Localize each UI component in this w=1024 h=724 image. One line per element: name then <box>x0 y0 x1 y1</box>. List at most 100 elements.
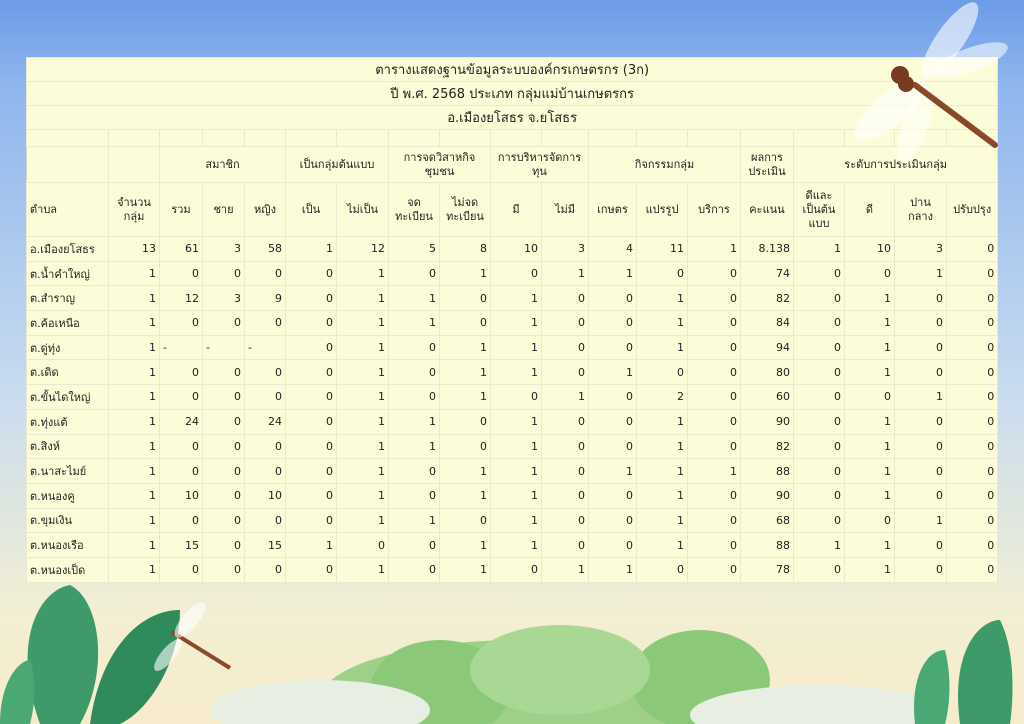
table-cell: 0 <box>588 482 637 509</box>
table-cell: 0 <box>541 285 589 312</box>
table-cell: 0 <box>202 260 245 287</box>
table-cell: 1 <box>336 433 389 460</box>
data-table: ตารางแสดงฐานข้อมูลระบบองค์กรเกษตรกร (3ก)… <box>25 57 999 583</box>
table-cell: 0 <box>636 556 688 583</box>
table-cell: 1 <box>336 458 389 484</box>
table-row: ต.ทุ่งแต้ 1 24 0 24 0 1 1 0 1 0 0 1 0 90 0 1 0 0 <box>26 408 999 435</box>
table-cell: 0 <box>159 458 203 484</box>
table-cell: 4 <box>588 236 637 262</box>
table-cell: 0 <box>793 482 845 509</box>
table-row: ต.ดู่ทุ่ง 1- - -0 1 0 1 1 0 0 1 0 94 0 1 0 0 <box>26 334 999 361</box>
column-header: เกษตร <box>588 182 637 237</box>
table-cell: 0 <box>388 359 440 386</box>
table-cell: 0 <box>945 384 999 410</box>
table-cell: 1 <box>541 556 589 583</box>
group-activity: กิจกรรมกลุ่ม <box>588 146 741 183</box>
table-cell: 1 <box>108 359 160 386</box>
table-cell: 0 <box>894 458 947 484</box>
subdistrict-name: ต.หนองเป็ด <box>26 556 109 583</box>
table-cell: 5 <box>388 236 440 262</box>
table-cell: 1 <box>490 433 542 460</box>
table-cell: 0 <box>945 507 999 534</box>
table-cell: 1 <box>108 285 160 312</box>
table-cell: 0 <box>336 532 389 558</box>
table-cell: 0 <box>541 482 589 509</box>
table-cell: 0 <box>793 433 845 460</box>
table-cell: 1 <box>894 384 947 410</box>
table-cell: 0 <box>202 507 245 534</box>
table-cell: 0 <box>588 334 637 361</box>
table-cell: 0 <box>894 482 947 509</box>
table-cell: 0 <box>490 384 542 410</box>
table-cell: 58 <box>244 236 286 262</box>
table-row: ต.หนองคู 1 10 0 10 0 1 0 1 1 0 0 1 0 90 0 1 0 0 <box>26 482 999 509</box>
table-cell: 1 <box>108 507 160 534</box>
table-cell: 0 <box>894 556 947 583</box>
table-row: ต.น้ำคำใหญ่ 1 0 0 0 0 1 0 1 0 1 1 0 0 74 0 0 1 0 <box>26 260 999 287</box>
table-cell: 0 <box>285 556 337 583</box>
table-cell: 1 <box>439 532 491 558</box>
table-cell: 0 <box>285 285 337 312</box>
table-cell: 1 <box>636 310 688 336</box>
table-cell: - <box>202 334 245 361</box>
table-cell: 1 <box>844 433 895 460</box>
column-header: ดี <box>844 182 895 237</box>
table-cell: 0 <box>541 359 589 386</box>
table-cell: 0 <box>687 334 741 361</box>
table-cell: 1 <box>439 359 491 386</box>
table-row: อ.เมืองยโสธร 13 61 3 58 1 12 5 8 10 3 4 11 1 8.138 1 10 3… <box>26 236 999 262</box>
column-header: บริการ <box>687 182 741 237</box>
table-cell: 10 <box>159 482 203 509</box>
table-cell: 1 <box>490 532 542 558</box>
table-cell: 0 <box>687 260 741 287</box>
table-cell: 0 <box>202 532 245 558</box>
group-members: สมาชิก <box>159 146 286 183</box>
table-cell: 0 <box>894 285 947 312</box>
table-cell: 1 <box>844 310 895 336</box>
table-cell: 88 <box>740 532 794 558</box>
table-cell: 12 <box>159 285 203 312</box>
group-fund: การบริหารจัดการทุน <box>490 146 589 183</box>
table-cell: 0 <box>945 433 999 460</box>
table-cell: 0 <box>793 359 845 386</box>
table-cell: 1 <box>108 310 160 336</box>
table-cell: 1 <box>844 458 895 484</box>
table-cell: 0 <box>588 408 637 435</box>
table-cell: 9 <box>244 285 286 312</box>
table-cell: 1 <box>636 334 688 361</box>
table-cell: 0 <box>541 334 589 361</box>
table-cell: 1 <box>490 507 542 534</box>
column-header: จำนวนกลุ่ม <box>108 182 160 237</box>
table-cell: 10 <box>490 236 542 262</box>
group-enterprise: การจดวิสาหกิจชุมชน <box>388 146 491 183</box>
table-cell: 1 <box>490 285 542 312</box>
subdistrict-name: ต.เดิด <box>26 359 109 386</box>
table-cell: 0 <box>793 310 845 336</box>
table-cell: 0 <box>945 285 999 312</box>
table-cell: 94 <box>740 334 794 361</box>
subdistrict-name: ต.สิงห์ <box>26 433 109 460</box>
table-cell: 1 <box>588 556 637 583</box>
table-cell: 1 <box>636 285 688 312</box>
table-cell: 0 <box>793 507 845 534</box>
table-cell: 0 <box>159 260 203 287</box>
table-cell: 1 <box>108 458 160 484</box>
table-cell: 0 <box>285 310 337 336</box>
table-cell: 0 <box>244 507 286 534</box>
table-cell: 15 <box>159 532 203 558</box>
subdistrict-name: ต.น้ำคำใหญ่ <box>26 260 109 287</box>
table-row: ต.หนองเป็ด 1 0 0 0 0 1 0 1 0 1 1 0 0 78 0 1 0 0 <box>26 556 999 583</box>
table-cell: 0 <box>285 384 337 410</box>
table-cell: 1 <box>108 482 160 509</box>
table-cell: 0 <box>244 310 286 336</box>
table-cell: 82 <box>740 285 794 312</box>
table-cell: 1 <box>108 532 160 558</box>
table-cell: 0 <box>285 433 337 460</box>
subdistrict-name: อ.เมืองยโสธร <box>26 236 109 262</box>
table-cell: 0 <box>793 556 845 583</box>
subdistrict-name: ต.ทุ่งแต้ <box>26 408 109 435</box>
table-cell: 0 <box>894 532 947 558</box>
table-cell: 0 <box>894 334 947 361</box>
table-cell: 0 <box>687 384 741 410</box>
column-header: แปรรูป <box>636 182 688 237</box>
